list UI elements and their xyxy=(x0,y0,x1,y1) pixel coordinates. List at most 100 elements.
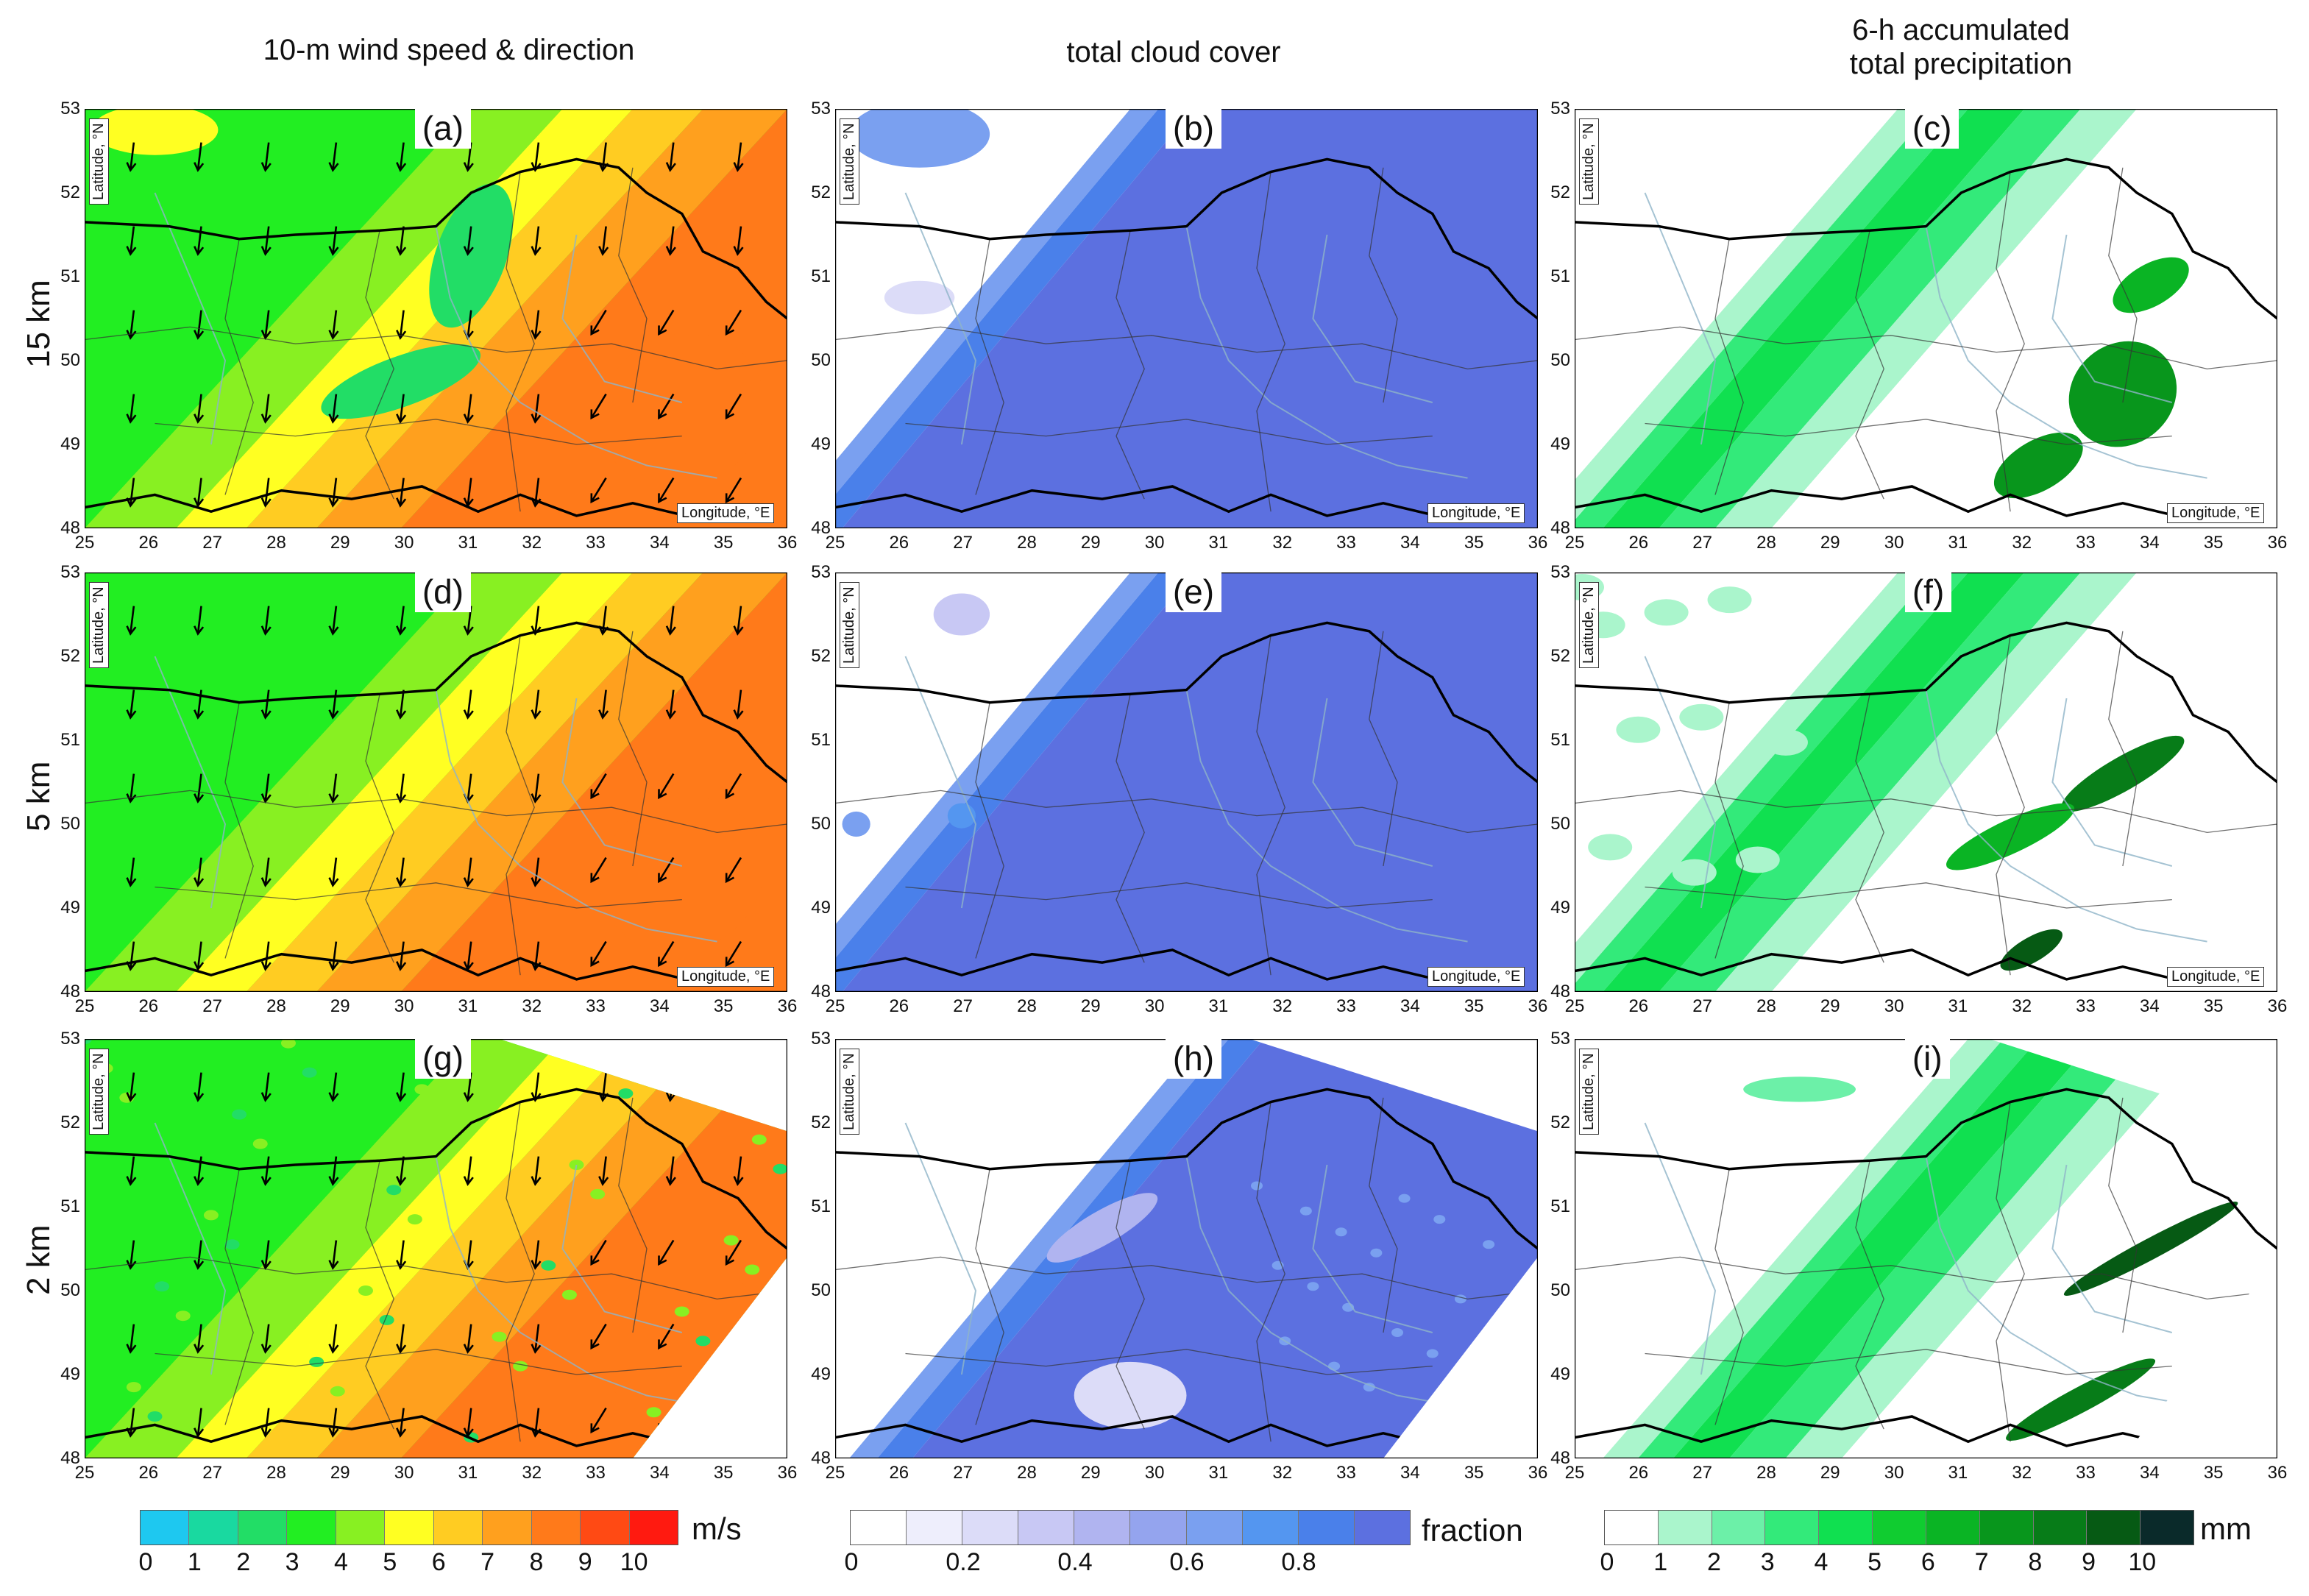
oblast-border xyxy=(224,702,254,959)
wind-arrow xyxy=(260,773,272,804)
wind-arrow xyxy=(328,1156,339,1186)
wind-arrow xyxy=(328,606,339,636)
wind-arrow xyxy=(725,940,742,968)
longitude-axis-label: Longitude, °E xyxy=(1427,967,1525,987)
panel-label: (a) xyxy=(414,107,472,149)
wind-arrow xyxy=(260,1072,272,1102)
x-tick-label: 33 xyxy=(2076,533,2096,553)
oblast-border xyxy=(835,1256,1538,1300)
oblast-border xyxy=(618,1097,648,1333)
wind-arrow xyxy=(463,1156,474,1186)
oblast-border xyxy=(365,694,394,963)
wind-arrow xyxy=(396,773,407,804)
x-tick-label: 28 xyxy=(1756,533,1776,553)
wind-arrow xyxy=(328,1072,339,1102)
x-tick-label: 26 xyxy=(138,1463,159,1483)
y-tick-label: 49 xyxy=(811,1364,831,1384)
wind-arrow xyxy=(725,856,742,884)
x-tick-label: 36 xyxy=(1528,1463,1548,1483)
latitude-axis-label: Latitude, °N xyxy=(89,1049,109,1135)
x-tick-label: 27 xyxy=(202,996,222,1016)
colorbar-tick-label: 0 xyxy=(138,1548,153,1576)
x-tick-label: 31 xyxy=(1208,996,1229,1016)
x-tick-label: 33 xyxy=(1336,1463,1356,1483)
panel-label: (d) xyxy=(414,571,472,612)
wind-arrow xyxy=(658,477,675,504)
y-tick-label: 48 xyxy=(1550,518,1570,538)
wind-arrow xyxy=(194,310,205,340)
x-tick-label: 34 xyxy=(2140,533,2160,553)
latitude-axis-label: Latitude, °N xyxy=(1579,582,1599,668)
wind-arrow xyxy=(665,1156,676,1186)
wind-arrow xyxy=(260,689,272,720)
wind-arrow xyxy=(260,310,272,340)
y-tick-label: 51 xyxy=(1550,1196,1570,1216)
latitude-axis-label: Latitude, °N xyxy=(840,1049,859,1135)
oblast-border xyxy=(1256,171,1285,512)
x-tick-label: 34 xyxy=(1400,996,1420,1016)
colorbar-cloud-unit: fraction xyxy=(1422,1513,1523,1547)
oblast-border xyxy=(1369,1097,1398,1333)
colorbar-tick-label: 1 xyxy=(187,1548,202,1576)
wind-arrow xyxy=(260,478,272,508)
y-tick-label: 53 xyxy=(811,99,831,118)
map-canvas xyxy=(85,572,787,992)
x-tick-label: 27 xyxy=(953,533,973,553)
wind-arrow xyxy=(260,857,272,887)
national-border xyxy=(1575,157,2277,320)
wind-arrow xyxy=(396,226,407,256)
national-border xyxy=(85,948,703,985)
river-line xyxy=(1644,192,1717,445)
map-panel-cloud-5km xyxy=(835,572,1538,992)
x-tick-label: 27 xyxy=(1692,533,1712,553)
oblast-border xyxy=(155,882,682,909)
x-tick-label: 36 xyxy=(1528,996,1548,1016)
y-tick-label: 50 xyxy=(811,814,831,834)
oblast-border xyxy=(975,702,1004,959)
y-tick-label: 50 xyxy=(60,814,80,834)
oblast-border xyxy=(224,1168,254,1425)
colorbar-tick-label: 0.2 xyxy=(946,1548,981,1576)
national-border xyxy=(85,157,787,320)
colorbar-swatch xyxy=(2087,1511,2141,1544)
panel-label: (g) xyxy=(414,1038,472,1079)
x-tick-label: 35 xyxy=(713,1463,734,1483)
y-tick-label: 50 xyxy=(1550,350,1570,370)
x-tick-label: 25 xyxy=(1564,1463,1585,1483)
wind-arrow xyxy=(260,142,272,172)
oblast-border xyxy=(905,882,1433,909)
map-canvas xyxy=(1575,1039,2277,1458)
national-border xyxy=(835,1088,1538,1250)
colorbar-tick-label: 5 xyxy=(383,1548,397,1576)
wind-arrow xyxy=(590,1323,607,1350)
latitude-axis-label: Latitude, °N xyxy=(1579,1049,1599,1135)
y-tick-label: 51 xyxy=(1550,266,1570,286)
river-line xyxy=(1185,1156,1468,1409)
wind-arrow xyxy=(658,773,675,800)
wind-arrow xyxy=(126,226,137,256)
wind-arrow xyxy=(531,142,542,172)
y-tick-label: 49 xyxy=(811,434,831,454)
x-tick-label: 30 xyxy=(1884,996,1904,1016)
wind-arrow xyxy=(531,1072,542,1102)
x-tick-label: 33 xyxy=(2076,1463,2096,1483)
oblast-border xyxy=(365,1160,394,1430)
x-tick-label: 32 xyxy=(522,533,542,553)
wind-arrow xyxy=(665,1072,676,1102)
x-tick-label: 34 xyxy=(650,1463,670,1483)
wind-arrow xyxy=(658,1239,675,1266)
x-tick-label: 26 xyxy=(889,1463,909,1483)
wind-arrow xyxy=(725,393,742,420)
x-tick-label: 31 xyxy=(458,1463,478,1483)
y-tick-label: 51 xyxy=(60,1196,80,1216)
y-tick-label: 52 xyxy=(60,182,80,202)
wind-arrow xyxy=(590,856,607,884)
x-tick-label: 25 xyxy=(825,533,845,553)
wind-arrow xyxy=(396,606,407,636)
colorbar-precip xyxy=(1604,1510,2194,1545)
y-tick-label: 49 xyxy=(60,1364,80,1384)
wind-arrow xyxy=(396,1408,407,1438)
wind-arrow xyxy=(531,310,542,340)
oblast-border xyxy=(1714,702,1744,959)
wind-arrow xyxy=(260,394,272,424)
